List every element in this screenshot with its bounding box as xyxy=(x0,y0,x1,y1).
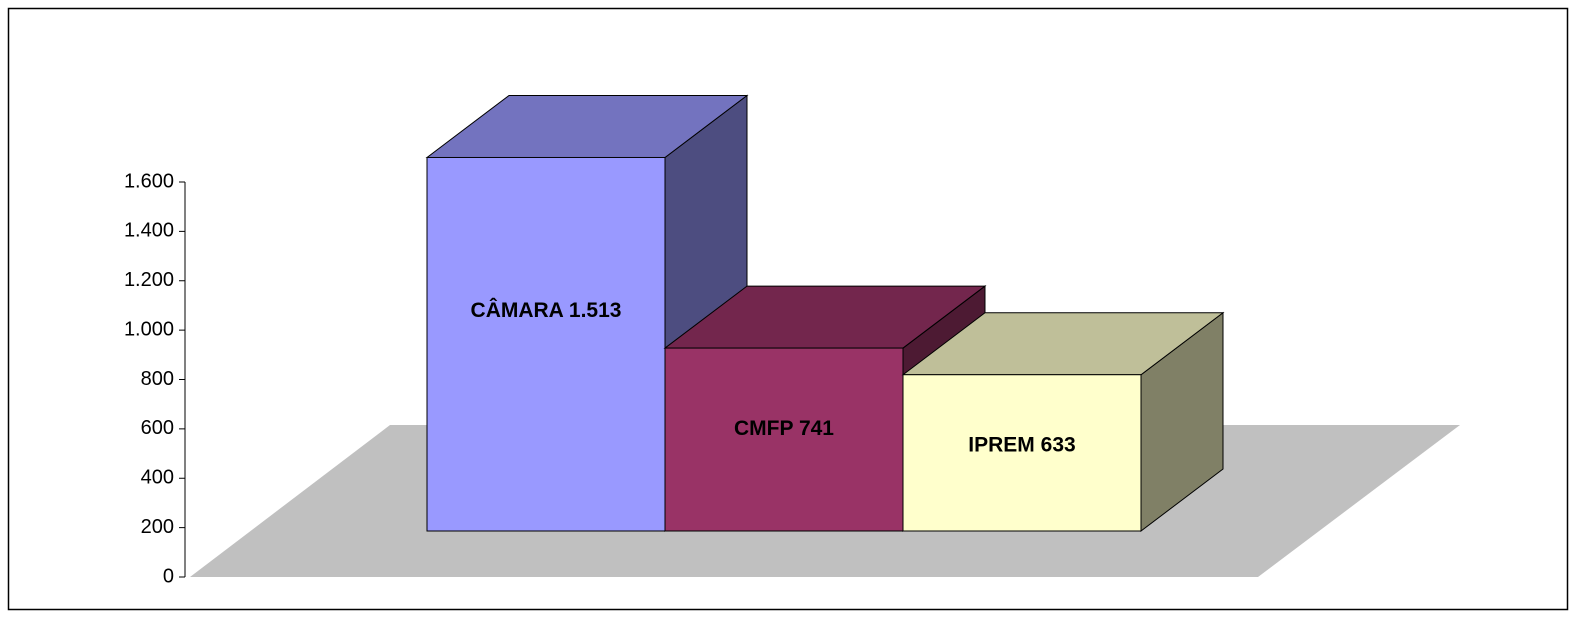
bar xyxy=(664,347,904,532)
data-label: CMFP 741 xyxy=(734,417,834,440)
bar xyxy=(426,156,666,532)
y-tick-label: 1.600 xyxy=(124,170,174,192)
y-tick-label: 1.400 xyxy=(124,220,174,242)
data-label: CÂMARA 1.513 xyxy=(471,298,622,322)
y-tick-label: 1.000 xyxy=(124,318,174,340)
y-tick-label: 600 xyxy=(141,417,174,439)
bar xyxy=(902,374,1142,532)
y-tick-label: 0 xyxy=(163,565,174,587)
y-tick-label: 400 xyxy=(141,467,174,489)
y-tick-label: 200 xyxy=(141,516,174,538)
data-label: IPREM 633 xyxy=(968,434,1075,457)
y-tick-label: 800 xyxy=(141,368,174,390)
y-tick-label: 1.200 xyxy=(124,269,174,291)
